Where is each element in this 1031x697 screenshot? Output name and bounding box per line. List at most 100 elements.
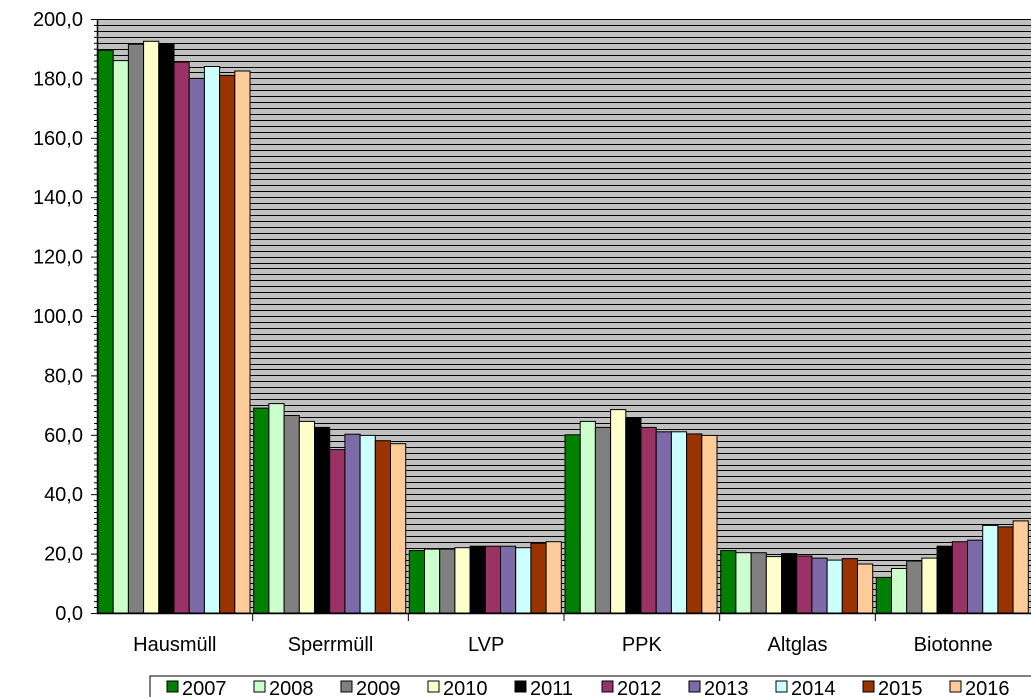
gridlines [97,25,1031,608]
bar-biotonne-2014 [982,524,999,614]
bar-altglas-2012 [796,555,813,614]
legend-swatch-2007 [166,680,179,693]
legend-swatch-2009 [340,680,353,693]
bar-altglas-2011 [781,553,798,614]
bar-ppk-2016 [701,434,718,614]
x-axis-categories: Hausmüll Sperrmüll LVP PPK Altglas Biotonne [133,613,993,656]
bar-lvp-2011 [469,545,486,614]
bar-lvp-2014 [515,547,532,614]
bar-biotonne-2007 [875,576,892,614]
bar-hausmüll-2011 [158,43,175,614]
legend-swatch-2015 [862,680,875,693]
legend-label-2007: 2007 [182,678,227,697]
bar-altglas-2015 [841,558,858,614]
bar-altglas-2010 [765,556,782,614]
legend-label-2012: 2012 [617,678,662,697]
bar-lvp-2015 [530,542,547,614]
bar-sperrmüll-2007 [253,407,270,614]
bar-lvp-2009 [439,548,456,614]
bar-sperrmüll-2012 [329,449,346,614]
bar-altglas-2009 [750,552,767,614]
bar-altglas-2013 [811,557,828,614]
x-category-label: Biotonne [914,634,993,656]
legend-swatch-2013 [688,680,701,693]
bar-hausmüll-2008 [112,60,129,614]
bar-altglas-2008 [735,552,752,614]
legend-swatch-2012 [601,680,614,693]
bar-biotonne-2008 [891,568,908,614]
y-tick-label: 80,0 [44,365,83,387]
bar-sperrmüll-2015 [374,440,391,614]
legend-swatch-2016 [949,680,962,693]
y-axis-ticks: 0,0 20,0 40,0 60,0 80,0 100,0 120,0 140,0 160,0 1… [33,9,97,625]
bar-altglas-2007 [720,550,737,614]
bar-ppk-2015 [686,433,703,614]
bar-sperrmüll-2016 [390,443,407,614]
legend-label-2010: 2010 [443,678,488,697]
y-tick-label: 160,0 [33,128,83,150]
legend-label-2008: 2008 [269,678,314,697]
bar-biotonne-2013 [967,539,984,614]
legend-swatch-2011 [514,680,527,693]
bar-ppk-2008 [579,420,596,614]
y-tick-label: 180,0 [33,68,83,90]
bar-hausmüll-2009 [127,43,145,614]
bar-lvp-2013 [500,545,517,614]
bar-biotonne-2015 [997,526,1014,614]
legend: 2007 2008 2009 2010 2011 2012 2013 2014 2015 2016 [149,675,1031,697]
y-tick-label: 0,0 [55,603,83,625]
legend-label-2015: 2015 [878,678,923,697]
bar-hausmüll-2016 [234,70,251,614]
bar-lvp-2010 [454,547,471,614]
bar-lvp-2012 [484,545,501,614]
bar-sperrmüll-2008 [268,403,285,614]
legend-label-2016: 2016 [965,678,1010,697]
bar-ppk-2010 [610,409,627,614]
bar-ppk-2011 [625,418,642,614]
y-tick-label: 140,0 [33,187,83,209]
bar-biotonne-2016 [1012,520,1029,614]
bar-sperrmüll-2011 [314,426,331,614]
bar-hausmüll-2010 [143,40,160,614]
legend-label-2009: 2009 [356,678,401,697]
bar-ppk-2013 [655,431,672,614]
y-tick-label: 20,0 [44,544,83,566]
y-tick-label: 100,0 [33,306,83,328]
bar-ppk-2007 [564,434,581,614]
bar-sperrmüll-2013 [344,433,361,614]
bar-biotonne-2010 [921,557,938,614]
legend-label-2011: 2011 [530,678,573,697]
y-tick-label: 120,0 [33,247,83,269]
bar-lvp-2007 [408,550,425,614]
bar-sperrmüll-2009 [283,415,300,614]
bar-hausmüll-2013 [188,77,205,614]
bar-biotonne-2011 [936,545,953,614]
bar-altglas-2014 [826,559,843,614]
bar-hausmüll-2015 [219,74,236,614]
bar-lvp-2016 [545,541,562,614]
legend-label-2013: 2013 [704,678,749,697]
legend-box [149,675,1031,697]
legend-swatch-2010 [427,680,440,693]
bar-sperrmüll-2014 [359,434,376,614]
bar-altglas-2016 [857,563,874,614]
y-tick-label: 200,0 [33,9,83,31]
y-tick-label: 60,0 [44,425,83,447]
bar-hausmüll-2007 [97,49,114,614]
bar-hausmüll-2012 [173,61,190,614]
y-tick-label: 40,0 [44,484,83,506]
bar-lvp-2008 [424,548,441,614]
x-category-label: LVP [468,634,504,656]
bar-hausmüll-2014 [203,66,221,614]
x-category-label: Sperrmüll [288,634,374,656]
legend-swatch-2008 [253,680,266,693]
bar-ppk-2012 [640,426,657,614]
bar-sperrmüll-2010 [298,420,315,614]
bar-ppk-2014 [670,431,688,614]
bar-ppk-2009 [594,426,612,614]
bar-biotonne-2012 [951,541,968,614]
x-category-label: Altglas [767,634,827,656]
legend-label-2014: 2014 [791,678,836,697]
legend-swatch-2014 [775,680,788,693]
